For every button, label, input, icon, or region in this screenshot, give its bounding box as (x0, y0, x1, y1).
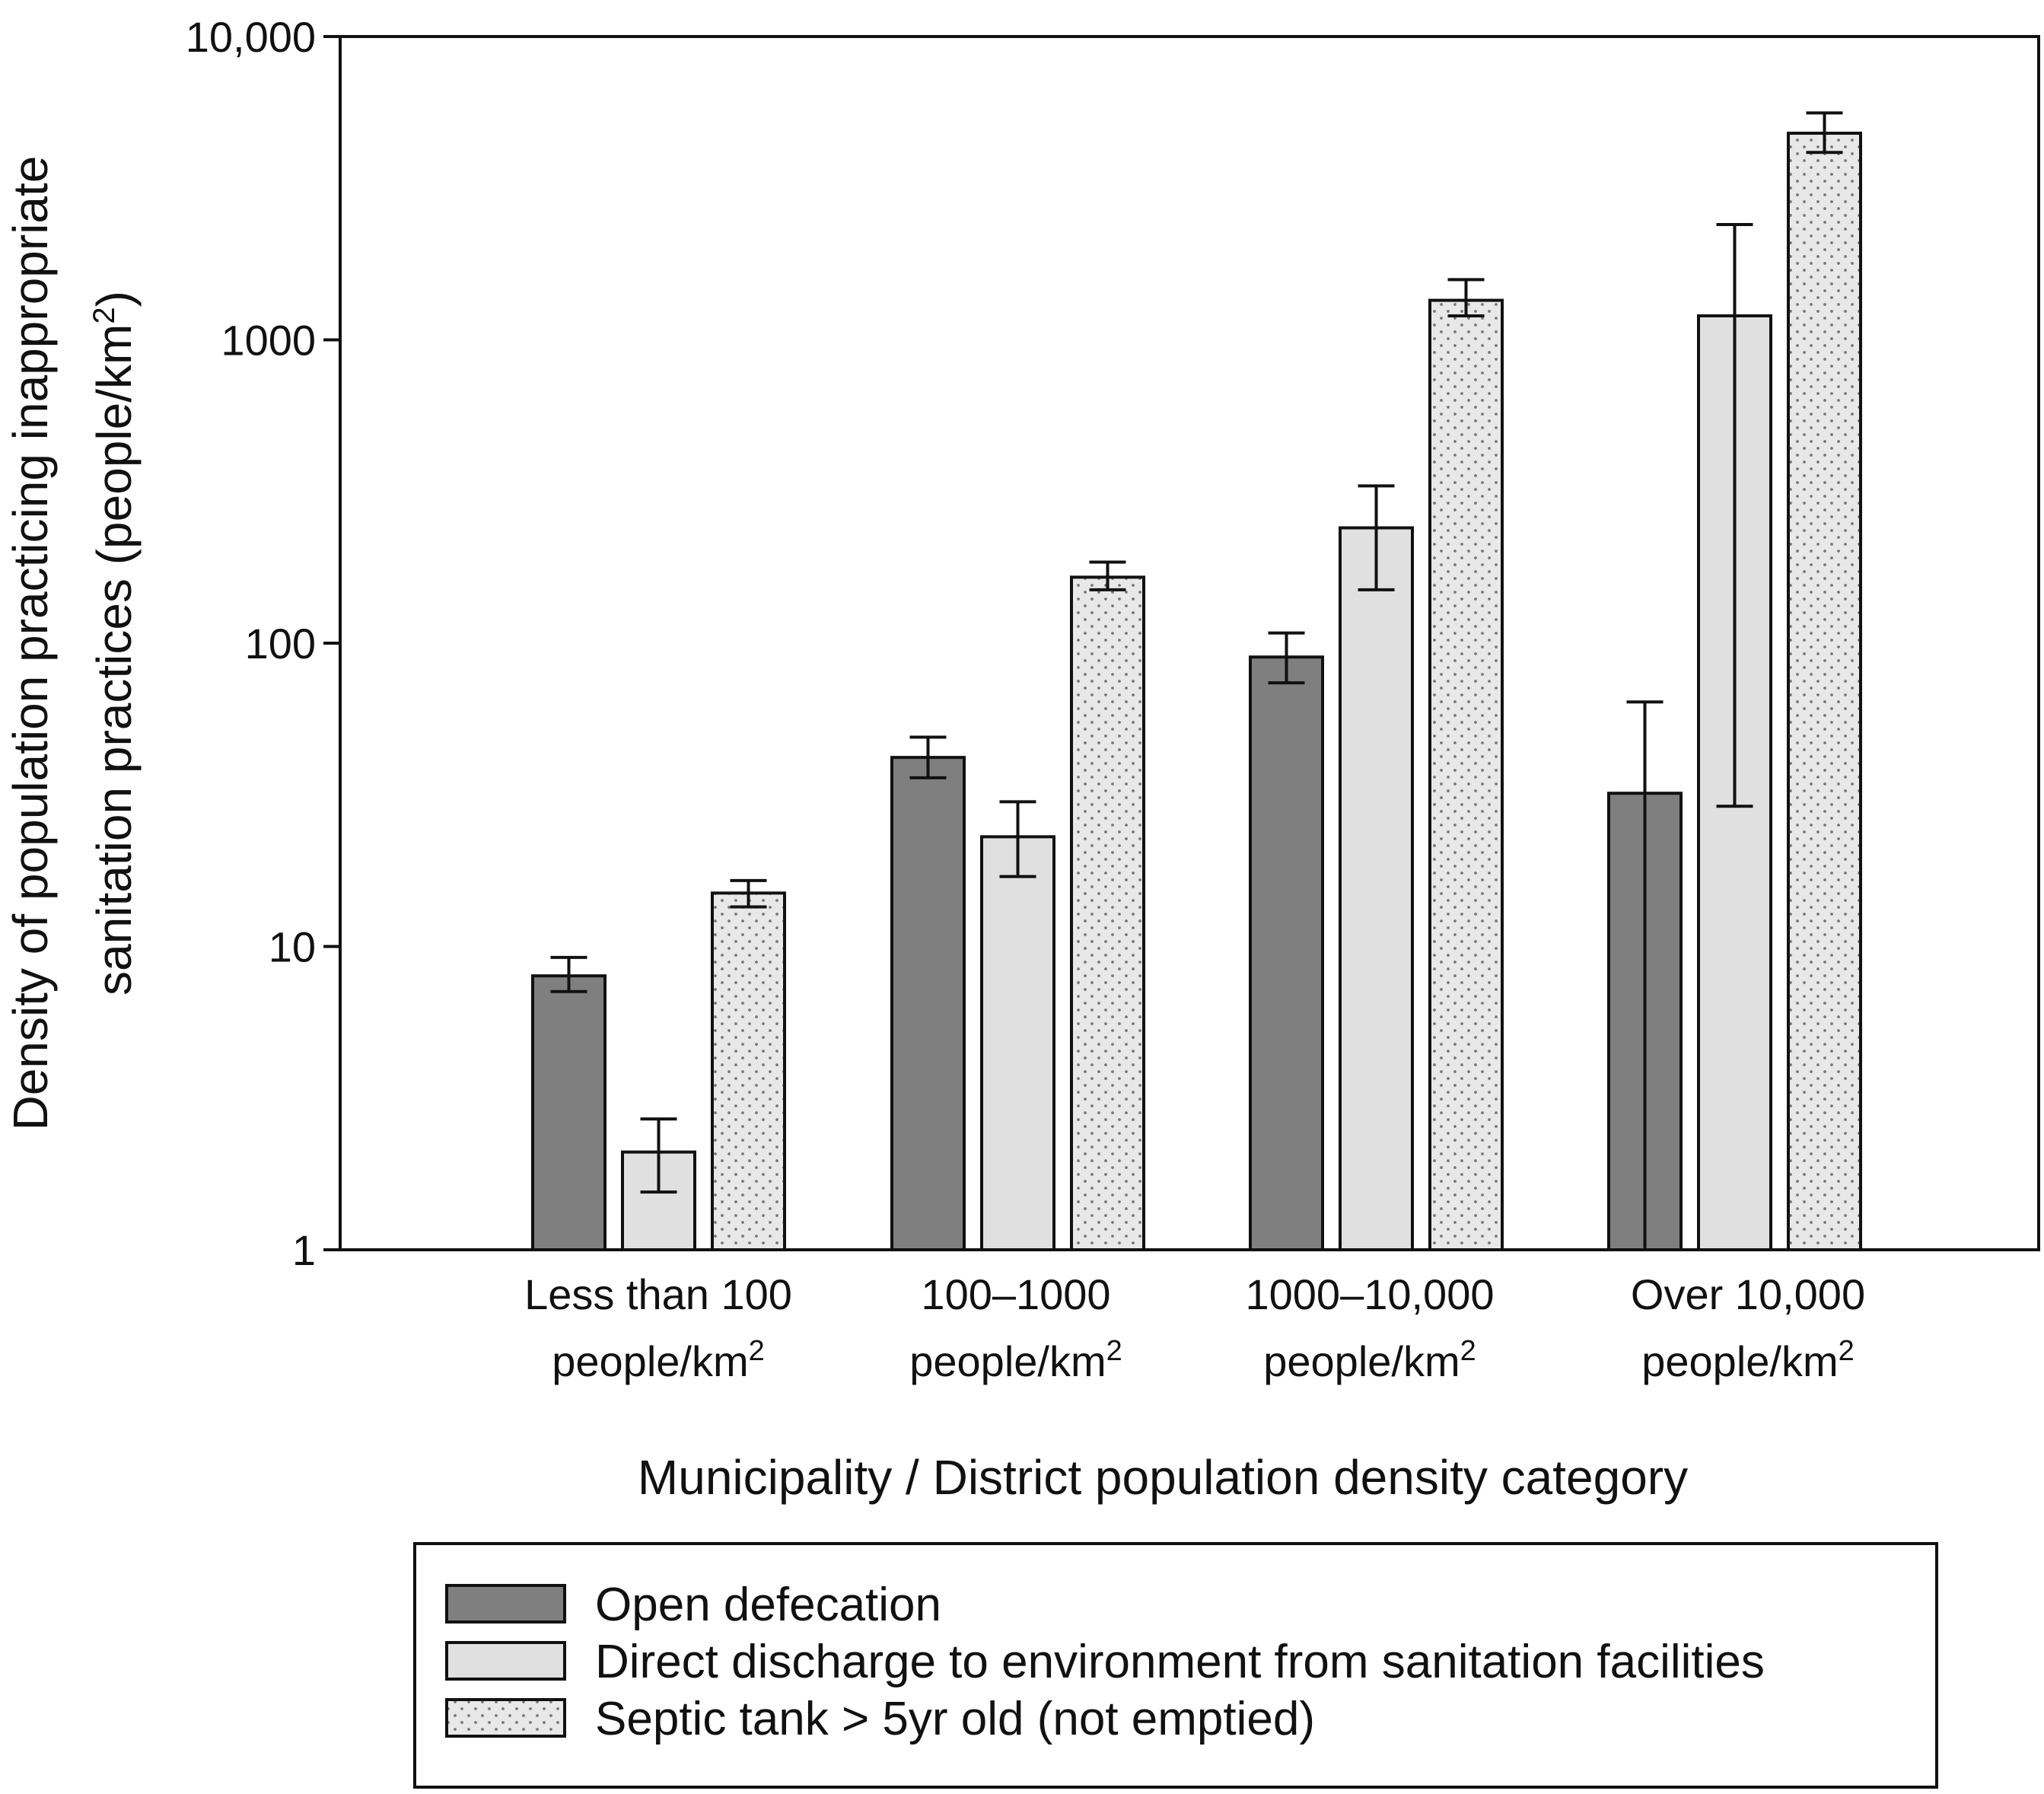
bar-series (531, 111, 1862, 1251)
y-tick-label: 10 (269, 923, 316, 971)
legend-label: Septic tank > 5yr old (not emptied) (595, 1693, 1315, 1745)
bar (1339, 526, 1414, 1251)
bar (1787, 132, 1862, 1251)
bar (1249, 655, 1324, 1251)
legend-label: Direct discharge to environment from san… (595, 1636, 1765, 1688)
x-axis-title: Municipality / District population densi… (638, 1450, 1688, 1505)
bar (980, 835, 1055, 1251)
y-tick-label: 1 (292, 1226, 316, 1274)
category-label-line1: 100–1000 (921, 1270, 1110, 1318)
bar (531, 974, 607, 1251)
category-label-line2: people/km2 (1641, 1335, 1855, 1385)
legend-swatch (445, 1641, 566, 1681)
legend-box (413, 1542, 1938, 1789)
y-axis-title-line1: Density of population practicing inappro… (3, 156, 58, 1131)
category-label-line2: people/km2 (552, 1335, 765, 1385)
legend-swatch (445, 1698, 566, 1738)
y-tick-label: 1000 (221, 317, 316, 365)
category-label-line2: people/km2 (909, 1335, 1122, 1385)
bar (1070, 575, 1145, 1251)
y-axis-title-line2: sanitation practices (people/km2) (87, 291, 142, 996)
y-axis: 1 10 100 1000 10,000 (186, 13, 340, 1274)
bar (890, 756, 966, 1251)
category-label-line2: people/km2 (1263, 1335, 1476, 1385)
y-tick-label: 10,000 (186, 13, 316, 61)
bar (711, 891, 786, 1251)
x-axis-category-labels: Less than 100 people/km2 100–1000 people/km… (524, 1270, 1865, 1385)
bar (1428, 298, 1504, 1251)
category-label-line1: Over 10,000 (1631, 1270, 1865, 1318)
category-label-line1: Less than 100 (524, 1270, 792, 1318)
y-tick-label: 100 (245, 620, 316, 668)
category-label-line1: 1000–10,000 (1245, 1270, 1494, 1318)
legend-label: Open defecation (595, 1579, 941, 1631)
legend-swatch (445, 1584, 566, 1624)
